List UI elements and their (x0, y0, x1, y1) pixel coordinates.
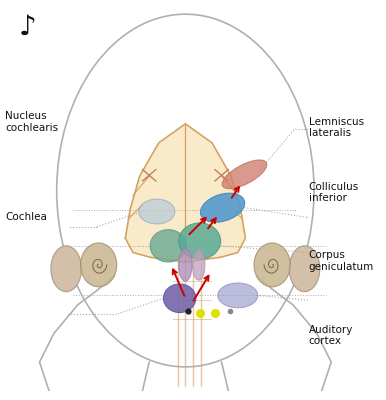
Ellipse shape (150, 230, 186, 262)
Text: Cochlea: Cochlea (5, 212, 47, 222)
Text: Nucleus
cochlearis: Nucleus cochlearis (5, 111, 58, 133)
Polygon shape (125, 124, 245, 262)
Ellipse shape (254, 243, 290, 287)
Ellipse shape (51, 246, 81, 292)
Ellipse shape (222, 160, 267, 189)
Text: Lemniscus
lateralis: Lemniscus lateralis (309, 117, 364, 138)
Ellipse shape (57, 14, 314, 367)
Text: ♪: ♪ (19, 12, 37, 40)
Ellipse shape (200, 193, 245, 222)
Ellipse shape (193, 250, 205, 280)
Ellipse shape (163, 284, 196, 312)
Text: Corpus
geniculatum: Corpus geniculatum (309, 250, 374, 272)
Ellipse shape (81, 243, 117, 287)
Ellipse shape (139, 199, 175, 224)
Ellipse shape (289, 246, 320, 292)
Ellipse shape (179, 223, 221, 259)
Ellipse shape (179, 249, 192, 281)
Ellipse shape (218, 283, 258, 308)
Text: Auditory
cortex: Auditory cortex (309, 325, 353, 346)
Text: Colliculus
inferior: Colliculus inferior (309, 182, 359, 203)
